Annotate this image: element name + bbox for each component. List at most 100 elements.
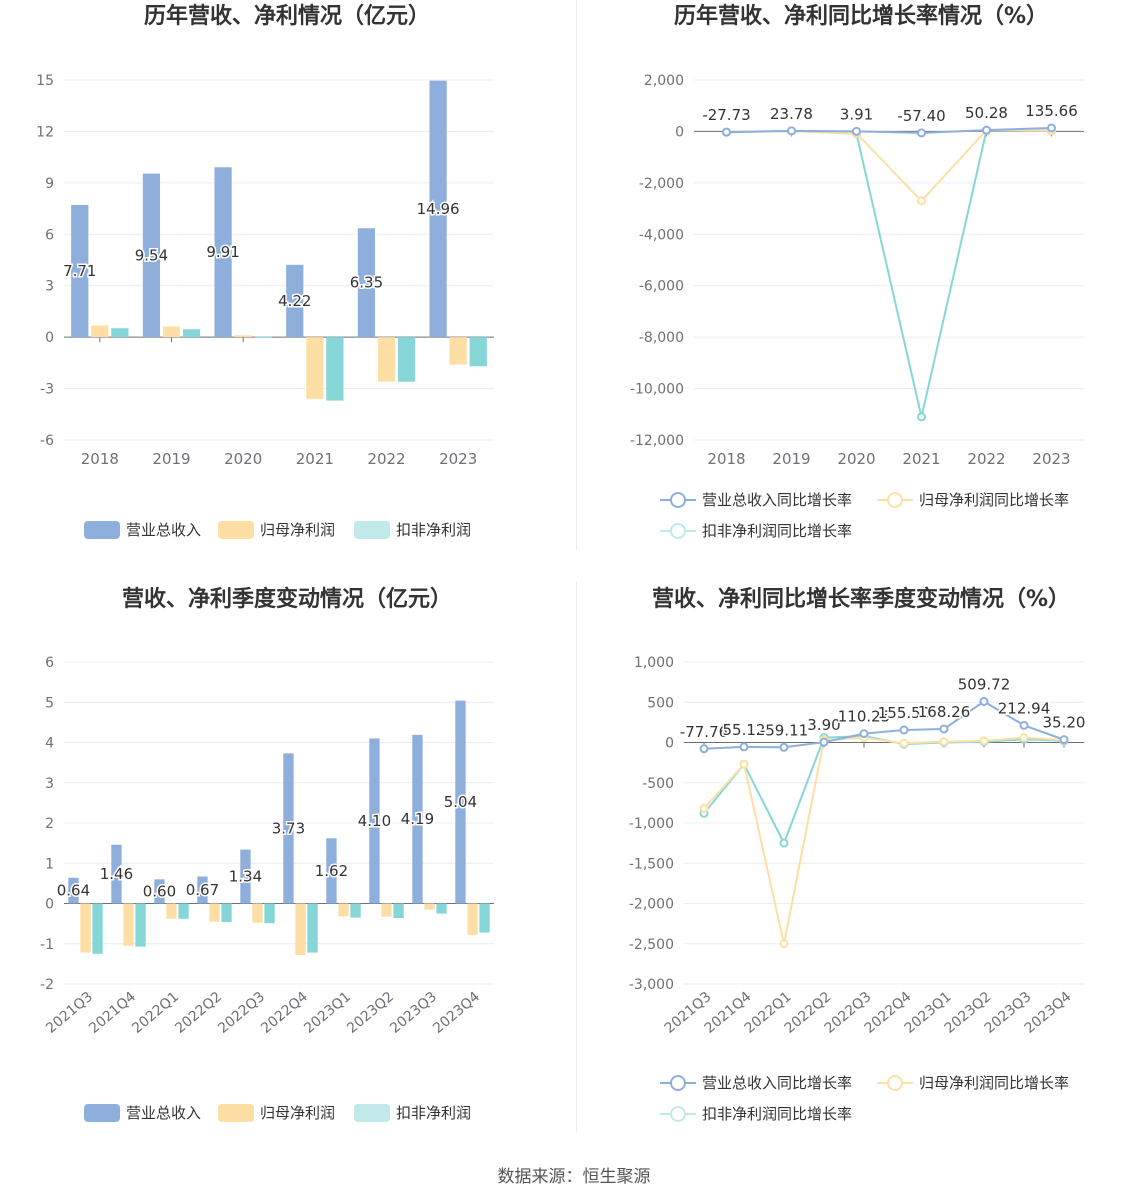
bar-revenue xyxy=(142,173,161,338)
x-tick-label: 2022 xyxy=(367,450,405,468)
data-label: 7.71 xyxy=(63,262,96,280)
x-tick-label: 2022Q1 xyxy=(129,989,182,1037)
y-tick-label: 12 xyxy=(36,124,54,140)
data-point xyxy=(982,125,991,135)
x-tick-label: 2022 xyxy=(967,450,1005,468)
bar-nonrec-profit xyxy=(479,903,490,933)
panel-divider xyxy=(576,582,577,1132)
bar-parent-profit xyxy=(295,903,306,956)
legend-item-revenue[interactable]: 营业总收入 xyxy=(84,519,201,540)
bar-revenue xyxy=(197,876,208,904)
legend-item-revenue-growth[interactable]: 营业总收入同比增长率 xyxy=(660,1072,852,1093)
y-tick-label: 6 xyxy=(45,655,54,671)
legend-item-parent-growth[interactable]: 归母净利润同比增长率 xyxy=(877,1072,1069,1093)
bar-nonrec-profit xyxy=(397,337,416,382)
y-tick-label: 1,000 xyxy=(634,655,674,671)
data-label: 23.78 xyxy=(770,105,813,123)
line-swatch xyxy=(660,491,696,509)
data-point xyxy=(779,939,789,949)
data-point xyxy=(852,126,861,136)
bar-revenue xyxy=(71,204,89,338)
revenue-swatch xyxy=(84,1103,120,1122)
bar-nonrec-profit xyxy=(436,903,447,914)
legend-item-parent-profit[interactable]: 归母净利润 xyxy=(218,519,335,540)
data-point xyxy=(779,742,789,752)
data-label: 6.35 xyxy=(350,274,383,292)
data-point xyxy=(917,196,926,206)
bar-revenue xyxy=(68,877,79,904)
chart-title: 营收、净利季度变动情况（亿元） xyxy=(121,587,452,612)
data-label: 212.94 xyxy=(998,699,1051,717)
y-tick-label: -6,000 xyxy=(639,279,684,295)
series-line-parent-growth xyxy=(726,129,1052,203)
data-label: 1.62 xyxy=(315,862,348,880)
y-tick-label: -1 xyxy=(40,937,54,953)
y-tick-label: -2 xyxy=(40,977,54,993)
series-line-parent-growth xyxy=(703,736,1065,944)
data-label: 4.10 xyxy=(358,812,391,830)
y-tick-label: 5 xyxy=(45,695,54,711)
y-tick-label: 4 xyxy=(45,736,54,752)
legend-label: 营业总收入 xyxy=(126,1104,202,1122)
x-tick-label: 2023Q3 xyxy=(387,989,440,1037)
bar-parent-profit xyxy=(162,326,181,338)
x-tick-label: 2022Q4 xyxy=(258,989,311,1037)
y-tick-label: -4,000 xyxy=(639,227,684,243)
bar-nonrec-profit xyxy=(135,903,146,947)
x-tick-label: 2019 xyxy=(772,450,810,468)
y-tick-label: 500 xyxy=(647,695,674,711)
legend-item-nonrec-growth[interactable]: 扣非净利润同比增长率 xyxy=(660,1103,852,1124)
x-tick-label: 2023Q4 xyxy=(430,989,483,1037)
y-tick-label: -12,000 xyxy=(630,433,684,449)
x-tick-label: 2022Q3 xyxy=(215,989,268,1037)
y-tick-label: -2,500 xyxy=(629,937,674,953)
legend-item-parent-profit[interactable]: 归母净利润 xyxy=(218,1102,335,1123)
data-point xyxy=(699,804,709,814)
data-label: 4.22 xyxy=(278,292,311,310)
y-tick-label: -3,000 xyxy=(629,977,674,993)
x-tick-label: 2021 xyxy=(296,450,334,468)
legend-item-revenue[interactable]: 营业总收入 xyxy=(84,1102,201,1123)
bar-nonrec-profit xyxy=(350,903,361,918)
data-point xyxy=(939,737,949,747)
bar-nonrec-profit xyxy=(326,337,344,401)
bar-nonrec-profit xyxy=(92,903,103,954)
chart-panel-annual-growth: 历年营收、净利同比增长率情况（%） -12,000 -10,000 -8,000 -6… xyxy=(574,0,1148,580)
line-swatch xyxy=(877,1074,913,1092)
bar-revenue xyxy=(111,844,122,904)
legend-label: 扣非净利润 xyxy=(396,1104,472,1122)
bar-revenue xyxy=(286,264,304,338)
data-label: 9.54 xyxy=(135,246,168,264)
y-tick-label: 2 xyxy=(45,816,54,832)
x-tick-label: 2019 xyxy=(152,450,190,468)
data-label: 155.50 xyxy=(878,704,931,722)
quarterly-growth-line-chart: -3,000 -2,500 -2,000 -1,500 -1,000 -500 0 500 1,… xyxy=(629,655,1087,1037)
bar-revenue xyxy=(357,228,376,338)
legend-item-nonrec-profit[interactable]: 扣非净利润 xyxy=(354,1102,471,1123)
y-tick-label: -500 xyxy=(642,776,674,792)
data-label: 1.34 xyxy=(229,868,262,886)
data-point xyxy=(779,838,789,848)
y-tick-label: 0 xyxy=(665,736,674,752)
legend-label: 营业总收入同比增长率 xyxy=(702,1074,853,1092)
legend-label: 营业总收入同比增长率 xyxy=(702,491,853,509)
bar-parent-profit xyxy=(209,903,220,922)
data-point xyxy=(699,744,709,754)
data-label: 0.67 xyxy=(186,881,219,899)
y-tick-label: 3 xyxy=(45,279,54,295)
legend-item-nonrec-growth[interactable]: 扣非净利润同比增长率 xyxy=(660,520,852,541)
x-tick-label: 2021 xyxy=(902,450,940,468)
legend-item-revenue-growth[interactable]: 营业总收入同比增长率 xyxy=(660,489,852,510)
legend-label: 扣非净利润 xyxy=(396,521,472,539)
quarterly-bar-chart: -2-101234562021Q32021Q42022Q12022Q22022Q… xyxy=(40,655,494,1037)
chart-panel-quarterly-values: 营收、净利季度变动情况（亿元） -2 -1 0 1 2 3 4 5 6 2021Q3 2021Q4 2… xyxy=(0,582,574,1162)
data-label: -57.40 xyxy=(897,107,945,125)
bar-nonrec-profit xyxy=(254,336,272,338)
data-label: 14.96 xyxy=(417,200,460,218)
y-tick-label: 0 xyxy=(675,124,684,140)
legend-item-nonrec-profit[interactable]: 扣非净利润 xyxy=(354,519,471,540)
x-tick-label: 2023 xyxy=(1032,450,1070,468)
bar-revenue xyxy=(412,734,423,904)
legend-item-parent-growth[interactable]: 归母净利润同比增长率 xyxy=(877,489,1069,510)
y-tick-label: -10,000 xyxy=(630,382,684,398)
